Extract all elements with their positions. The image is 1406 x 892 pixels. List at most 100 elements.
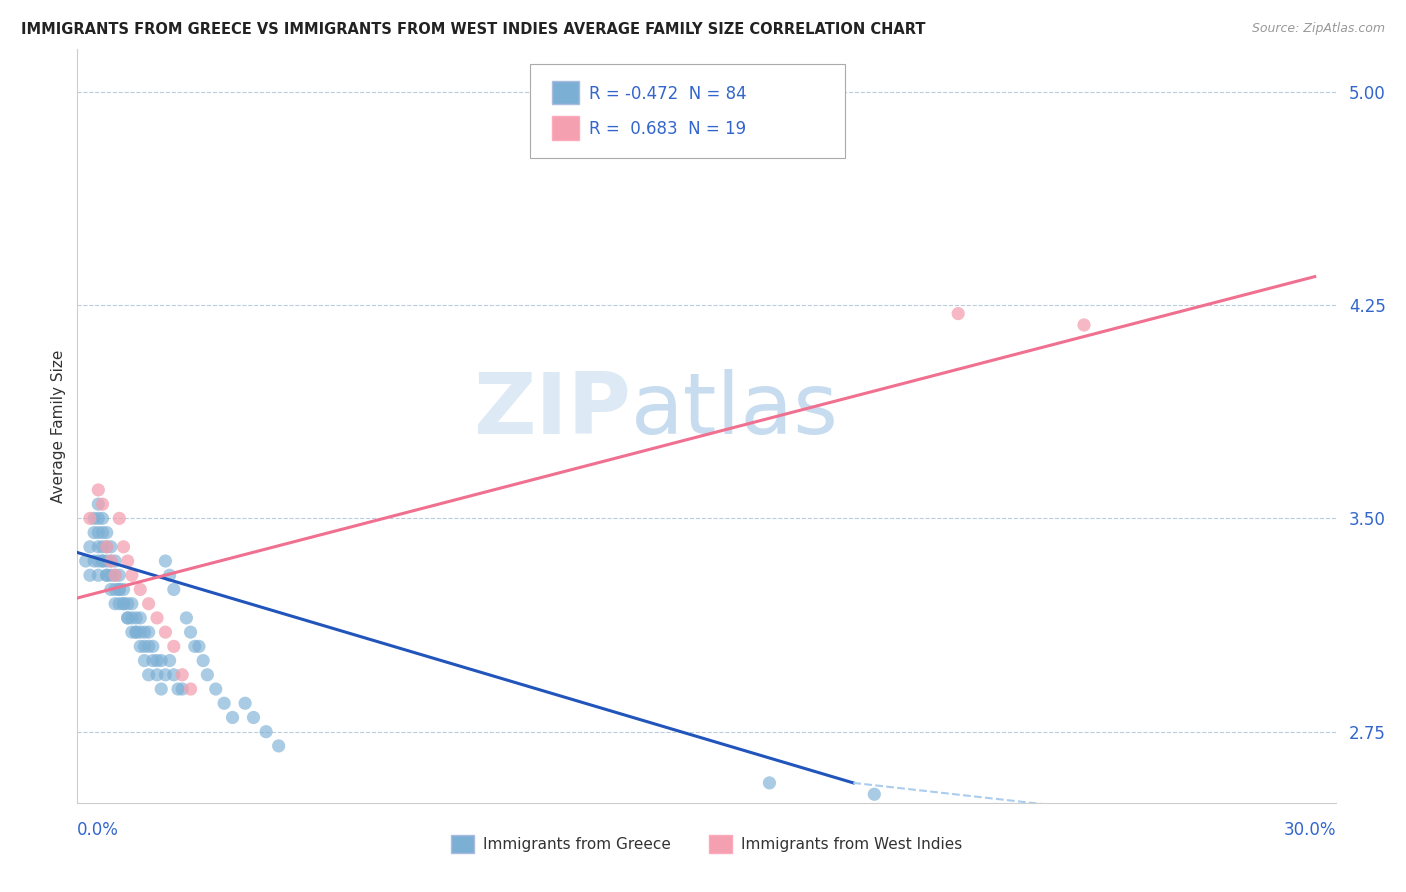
Point bbox=[267, 739, 290, 753]
Point bbox=[134, 654, 156, 668]
Point bbox=[758, 776, 780, 790]
Point bbox=[108, 582, 131, 597]
Point bbox=[87, 511, 110, 525]
Point bbox=[233, 696, 256, 710]
Point bbox=[108, 597, 131, 611]
Text: atlas: atlas bbox=[631, 369, 839, 452]
Point bbox=[117, 554, 139, 568]
Point bbox=[100, 554, 122, 568]
Point bbox=[159, 568, 181, 582]
Point bbox=[96, 568, 118, 582]
Point bbox=[96, 568, 118, 582]
Point bbox=[254, 724, 277, 739]
Point bbox=[155, 625, 177, 640]
Point bbox=[108, 511, 131, 525]
Point bbox=[87, 540, 110, 554]
Point bbox=[117, 611, 139, 625]
Point bbox=[87, 554, 110, 568]
Point bbox=[104, 582, 127, 597]
Point bbox=[121, 611, 143, 625]
Bar bbox=[551, 116, 579, 139]
Point bbox=[108, 582, 131, 597]
Point bbox=[96, 540, 118, 554]
Point bbox=[112, 540, 135, 554]
Point bbox=[180, 681, 202, 696]
Point bbox=[83, 525, 105, 540]
Point bbox=[112, 582, 135, 597]
Point bbox=[191, 654, 215, 668]
Point bbox=[163, 582, 186, 597]
Point bbox=[100, 540, 122, 554]
Point bbox=[91, 540, 114, 554]
Point bbox=[176, 611, 198, 625]
Point bbox=[134, 640, 156, 654]
Text: 30.0%: 30.0% bbox=[1284, 822, 1336, 839]
Point bbox=[100, 582, 122, 597]
Point bbox=[83, 554, 105, 568]
Point bbox=[104, 568, 127, 582]
Point bbox=[188, 640, 211, 654]
Point bbox=[96, 540, 118, 554]
Point bbox=[172, 668, 194, 682]
Point bbox=[87, 497, 110, 511]
Text: 0.0%: 0.0% bbox=[77, 822, 120, 839]
Point bbox=[91, 554, 114, 568]
Point bbox=[138, 640, 160, 654]
Point bbox=[121, 568, 143, 582]
Point bbox=[1073, 318, 1095, 332]
Point bbox=[221, 710, 243, 724]
Point bbox=[150, 654, 173, 668]
Point bbox=[134, 625, 156, 640]
Point bbox=[129, 625, 152, 640]
Point bbox=[125, 625, 148, 640]
Point bbox=[91, 554, 114, 568]
Point bbox=[155, 668, 177, 682]
Point bbox=[146, 611, 169, 625]
Legend: Immigrants from Greece, Immigrants from West Indies: Immigrants from Greece, Immigrants from … bbox=[444, 830, 969, 859]
Point bbox=[155, 554, 177, 568]
Point bbox=[100, 568, 122, 582]
Point bbox=[91, 497, 114, 511]
Point bbox=[75, 554, 97, 568]
Point bbox=[100, 554, 122, 568]
Text: R =  0.683  N = 19: R = 0.683 N = 19 bbox=[589, 120, 747, 138]
Point bbox=[104, 568, 127, 582]
Point bbox=[79, 511, 101, 525]
Point bbox=[104, 554, 127, 568]
Point bbox=[125, 625, 148, 640]
Point bbox=[184, 640, 207, 654]
Point bbox=[180, 625, 202, 640]
Point bbox=[138, 668, 160, 682]
Point bbox=[163, 640, 186, 654]
Point bbox=[129, 582, 152, 597]
Point bbox=[142, 654, 165, 668]
Point bbox=[112, 597, 135, 611]
Point bbox=[87, 483, 110, 497]
Point bbox=[138, 597, 160, 611]
Point bbox=[96, 525, 118, 540]
Point bbox=[167, 681, 190, 696]
Point bbox=[108, 568, 131, 582]
Point bbox=[125, 611, 148, 625]
Point bbox=[87, 568, 110, 582]
Point bbox=[242, 710, 264, 724]
Point bbox=[212, 696, 235, 710]
Point bbox=[83, 511, 105, 525]
Point bbox=[96, 554, 118, 568]
Text: IMMIGRANTS FROM GREECE VS IMMIGRANTS FROM WEST INDIES AVERAGE FAMILY SIZE CORREL: IMMIGRANTS FROM GREECE VS IMMIGRANTS FRO… bbox=[21, 22, 925, 37]
Bar bbox=[551, 81, 579, 104]
Point bbox=[104, 597, 127, 611]
Point bbox=[163, 668, 186, 682]
Point bbox=[146, 668, 169, 682]
Point bbox=[91, 511, 114, 525]
Point bbox=[129, 640, 152, 654]
Point bbox=[142, 640, 165, 654]
Point bbox=[159, 654, 181, 668]
Point bbox=[117, 611, 139, 625]
Text: Source: ZipAtlas.com: Source: ZipAtlas.com bbox=[1251, 22, 1385, 36]
Y-axis label: Average Family Size: Average Family Size bbox=[51, 350, 66, 502]
Point bbox=[121, 625, 143, 640]
Point bbox=[948, 307, 970, 321]
FancyBboxPatch shape bbox=[530, 64, 845, 159]
Point bbox=[172, 681, 194, 696]
